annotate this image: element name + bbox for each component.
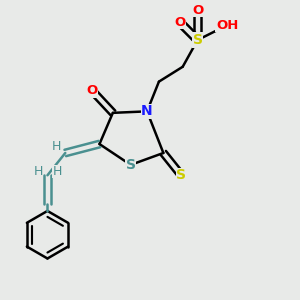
Text: H: H — [52, 140, 61, 153]
Text: N: N — [141, 104, 153, 118]
Text: S: S — [126, 158, 136, 172]
Text: O: O — [192, 4, 203, 17]
Text: S: S — [193, 33, 202, 47]
Text: H: H — [52, 165, 62, 178]
Text: S: S — [176, 168, 186, 182]
Text: O: O — [86, 84, 98, 97]
Text: H: H — [33, 165, 43, 178]
Text: O: O — [174, 16, 185, 29]
Text: OH: OH — [216, 19, 239, 32]
